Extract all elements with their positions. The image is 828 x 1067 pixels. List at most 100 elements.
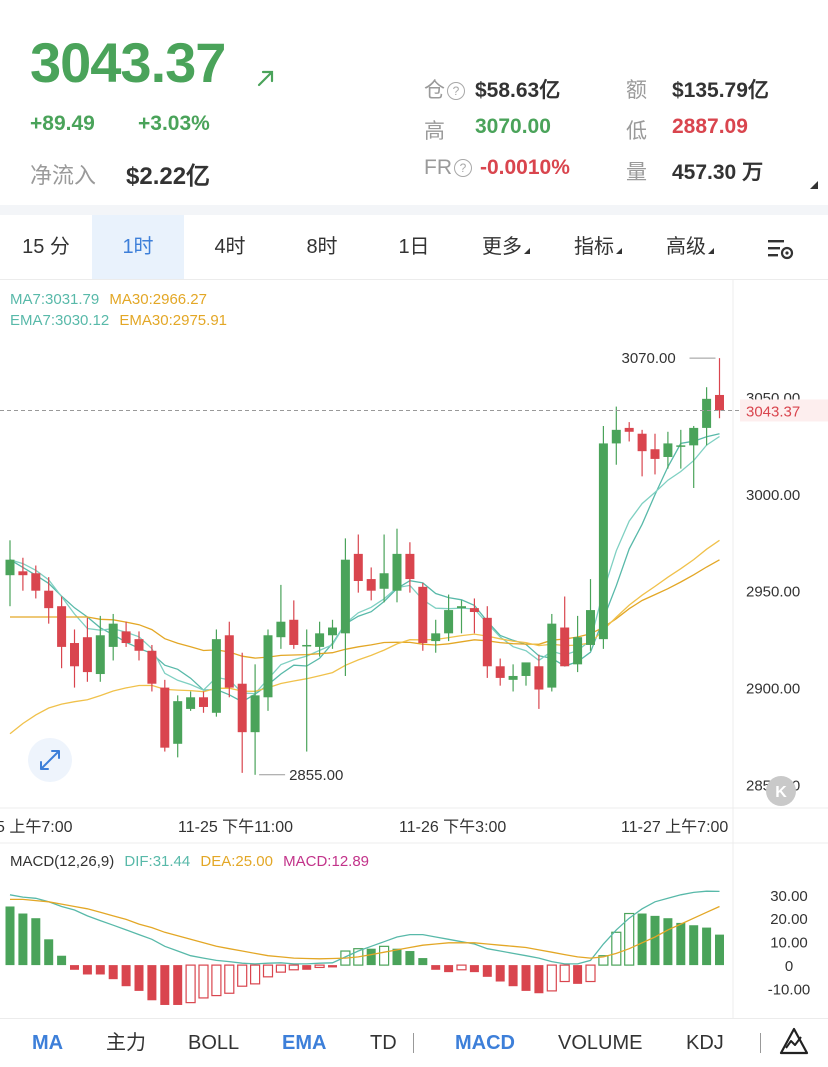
indicator-macd[interactable]: MACD [455,1032,515,1054]
tab-15m[interactable]: 15 分 [0,215,92,279]
indicator-volume[interactable]: VOLUME [558,1032,643,1054]
macd-dea-legend: DEA:25.00 [200,853,273,870]
candle-body [328,627,337,636]
tab-indicators[interactable]: 指标 [552,215,644,279]
net-inflow-label: 净流入 [30,163,97,188]
tab-1h[interactable]: 1时 [92,215,184,279]
timeframe-tabs: 15 分 1时 4时 8时 1日 更多 指标 高级 [0,215,828,280]
tab-8h[interactable]: 8时 [276,215,368,279]
funding-rate-value: -0.0010% [480,156,570,179]
candle-body [469,608,479,613]
k-badge-icon[interactable]: K [766,776,796,806]
macd-bar [262,964,274,978]
macd-bar [482,965,492,977]
ma7-legend: MA7:3031.79 [10,291,99,308]
candle-body [715,394,724,411]
tab-label: 指标 [574,236,614,258]
macd-bar [559,964,570,983]
macd-legend: MACD(12,26,9) DIF:31.44 DEA:25.00 MACD:1… [10,853,369,870]
last-price-tag: 3043.37 [746,403,800,420]
candle-body [250,695,260,733]
macd-bar [224,964,235,994]
trend-icon[interactable] [778,1026,810,1058]
candle-body [702,398,712,428]
candle-body [44,590,54,609]
macd-value-legend: MACD:12.89 [283,853,369,870]
low-label: 低 [626,120,647,143]
candle-body [353,553,363,582]
macd-bar [302,965,312,970]
candle-body [199,697,208,707]
funding-rate-label[interactable]: FR? [424,156,472,180]
macd-bar [5,906,15,966]
help-circle-icon[interactable]: ? [447,82,465,100]
chart-settings-icon[interactable] [766,236,796,262]
candle-body [57,606,67,647]
candle-body [598,443,608,640]
macd-bar [650,915,660,966]
candle-body [624,427,634,432]
x-axis: 5 上午7:00 11-25 下午11:00 11-26 下午3:00 11-2… [0,818,728,836]
indicator-boll[interactable]: BOLL [188,1032,240,1054]
turnover-value: $135.79亿 [672,79,769,102]
macd-bar [702,927,712,966]
high-label: 高 [424,120,445,143]
dropdown-triangle-icon [616,248,622,254]
ema7-legend: EMA7:3030.12 [10,312,109,329]
indicator-ma[interactable]: MA [32,1032,64,1054]
macd-y-tick-label: 10.00 [770,935,808,952]
macd-bar [573,965,583,984]
indicator-main-force[interactable]: 主力 [106,1032,146,1054]
ema-legend: EMA7:3030.12 EMA30:2975.91 [10,312,227,329]
candle-body [534,666,544,690]
expand-stats-triangle[interactable] [810,181,818,189]
low-marker: 2855.00 [259,767,343,784]
tab-label: 1日 [398,236,430,258]
tab-more[interactable]: 更多 [460,215,552,279]
funding-rate-label-text: FR [424,156,452,179]
ema7-line [9,435,720,695]
macd-bar [18,913,28,966]
candle-body [263,635,273,698]
tab-1d[interactable]: 1日 [368,215,460,279]
macd-bar [495,965,505,982]
macd-bar [611,931,622,966]
indicator-kdj[interactable]: KDJ [686,1032,724,1054]
candle-body [637,433,647,452]
macd-y-tick-label: 20.00 [770,911,808,928]
ema30-legend: EMA30:2975.91 [119,312,227,329]
candle-body [418,586,428,644]
change-absolute: +89.49 [30,112,95,135]
volume-value: 457.30 万 [672,161,764,184]
expand-icon[interactable] [28,738,72,782]
ma30-legend: MA30:2966.27 [109,291,207,308]
candle-body [573,637,583,665]
open-interest-label-text: 仓 [424,79,445,102]
macd-bar [624,912,635,966]
indicator-td[interactable]: TD [370,1032,397,1054]
macd-bar [44,939,54,966]
candles [5,358,724,775]
macd-bar [198,964,209,999]
dropdown-triangle-icon [708,248,714,254]
candle-body [121,631,131,644]
tab-4h[interactable]: 4时 [184,215,276,279]
macd-legend-title: MACD(12,26,9) [10,853,114,870]
macd-y-tick-label: 30.00 [770,888,808,905]
macd-bar [237,964,248,987]
macd-lines [9,890,720,965]
macd-bar [147,965,157,1001]
high-marker: 3070.00 [622,350,716,367]
indicator-ema[interactable]: EMA [282,1032,327,1054]
macd-bar [637,913,647,966]
macd-bar [185,964,196,1004]
help-circle-icon[interactable]: ? [454,159,472,177]
macd-bar [534,965,544,994]
tab-advanced[interactable]: 高级 [644,215,736,279]
macd-bar [546,964,557,992]
indicator-separator [760,1033,761,1053]
open-interest-label[interactable]: 仓? [424,74,465,104]
last-price: 3043.37 [30,31,226,94]
